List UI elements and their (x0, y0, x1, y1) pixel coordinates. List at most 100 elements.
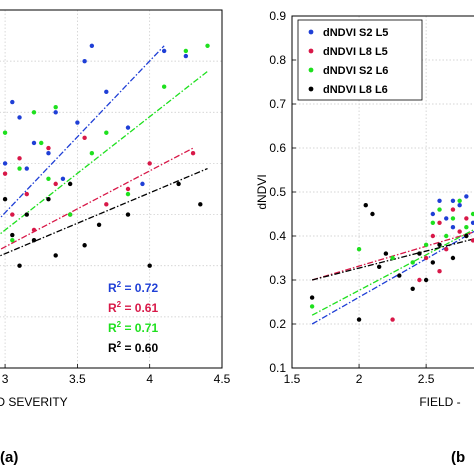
point-l8l6 (53, 253, 58, 258)
axes-frame (0, 9, 223, 369)
x-tick-label: 3 (2, 372, 9, 386)
point-s2l6 (183, 48, 189, 54)
point-s2l5 (470, 220, 474, 225)
point-l8l6 (450, 255, 456, 261)
x-tick-label: 2 (356, 372, 363, 386)
y-tick-label: 0.8 (269, 53, 286, 67)
r2-superscript: 2 (117, 300, 122, 309)
r2-annotation: R2 = 0.60 (108, 340, 158, 355)
point-l8l6 (10, 232, 15, 238)
point-s2l5 (46, 151, 51, 156)
point-s2l6 (46, 176, 51, 181)
y-axis-title: dNDVI (255, 174, 269, 209)
point-s2l6 (450, 216, 456, 221)
r2-superscript: 2 (117, 340, 122, 349)
point-l8l5 (417, 277, 422, 283)
fit-line-l8l5 (311, 231, 474, 281)
point-l8l5 (470, 238, 474, 243)
r2-letter: R (108, 341, 117, 355)
point-s2l6 (410, 260, 415, 265)
point-s2l5 (140, 181, 145, 187)
point-s2l5 (17, 115, 22, 120)
point-l8l5 (423, 255, 429, 261)
point-l8l6 (383, 251, 389, 256)
fit-line-l8l6 (311, 238, 474, 281)
point-l8l6 (46, 197, 51, 202)
point-s2l5 (457, 203, 462, 208)
r2-value: = 0.71 (121, 321, 158, 335)
legend-marker-s2l6 (308, 67, 314, 73)
r2-value: = 0.60 (121, 341, 158, 355)
panel-label-b: (b (451, 449, 465, 466)
plot-area (0, 10, 222, 368)
point-s2l6 (444, 233, 449, 239)
point-l8l6 (430, 260, 436, 265)
r2-value: = 0.61 (121, 301, 158, 315)
fit-line-s2l5 (311, 230, 474, 325)
point-s2l6 (17, 166, 22, 171)
point-s2l5 (31, 140, 37, 146)
point-s2l5 (161, 48, 167, 54)
x-tick-label: 4 (146, 372, 153, 386)
x-tick-label: 4.5 (214, 372, 231, 386)
point-l8l6 (423, 277, 429, 283)
plot-content (0, 43, 210, 268)
y-tick-label: 0.1 (269, 361, 286, 375)
point-s2l5 (183, 53, 189, 59)
point-s2l6 (205, 43, 210, 48)
point-s2l5 (82, 58, 87, 64)
r2-superscript: 2 (117, 280, 122, 289)
point-s2l5 (450, 225, 456, 230)
point-l8l6 (24, 212, 29, 217)
point-s2l5 (125, 125, 131, 130)
point-l8l6 (370, 211, 375, 217)
point-s2l5 (450, 198, 456, 203)
point-s2l6 (437, 207, 442, 212)
point-l8l5 (444, 247, 449, 252)
point-l8l6 (198, 202, 203, 207)
point-s2l5 (24, 166, 29, 171)
y-tick-label: 0.2 (269, 317, 286, 331)
fit-line-l8l6 (0, 167, 208, 257)
r2-letter: R (108, 301, 117, 315)
y-tick-label: 0.4 (269, 229, 286, 243)
point-l8l6 (96, 222, 102, 227)
point-l8l6 (417, 251, 422, 256)
point-s2l6 (125, 191, 131, 197)
point-s2l5 (89, 43, 95, 48)
plot-content (309, 194, 474, 325)
point-l8l5 (464, 216, 469, 221)
point-l8l5 (2, 171, 8, 176)
point-s2l6 (309, 304, 315, 309)
point-s2l6 (104, 130, 109, 135)
point-s2l6 (464, 225, 469, 230)
x-axis-title: D SEVERITY (0, 395, 68, 409)
x-tick-label: 2.5 (418, 372, 435, 386)
point-s2l6 (161, 84, 167, 89)
point-s2l6 (2, 130, 8, 135)
point-s2l6 (67, 212, 73, 217)
point-s2l6 (423, 242, 429, 247)
r2-letter: R (108, 321, 117, 335)
point-l8l6 (147, 263, 152, 268)
point-l8l5 (46, 145, 51, 151)
point-s2l5 (430, 211, 436, 217)
r2-letter: R (108, 281, 117, 295)
panel-label-a: (a) (0, 449, 18, 466)
y-tick-label: 0.3 (269, 273, 286, 287)
point-l8l6 (2, 197, 8, 202)
x-tick-label: 3.5 (69, 372, 86, 386)
point-l8l6 (464, 233, 469, 239)
panel-b: 1.5 2 2.5 0.1 0.2 0.3 0.4 0.5 0.6 0.7 0.8 0.9 dNDVI F… (255, 9, 474, 466)
point-l8l5 (190, 151, 196, 156)
point-l8l6 (125, 212, 131, 217)
y-tick-label: 0.9 (269, 9, 286, 23)
point-s2l6 (89, 151, 95, 156)
fit-line-s2l5 (0, 45, 165, 220)
point-l8l5 (125, 186, 131, 192)
fit-line-s2l6 (311, 228, 474, 316)
point-s2l6 (356, 247, 362, 252)
point-l8l5 (104, 202, 109, 207)
point-l8l6 (176, 181, 181, 187)
r2-annotation: R2 = 0.61 (108, 300, 158, 315)
